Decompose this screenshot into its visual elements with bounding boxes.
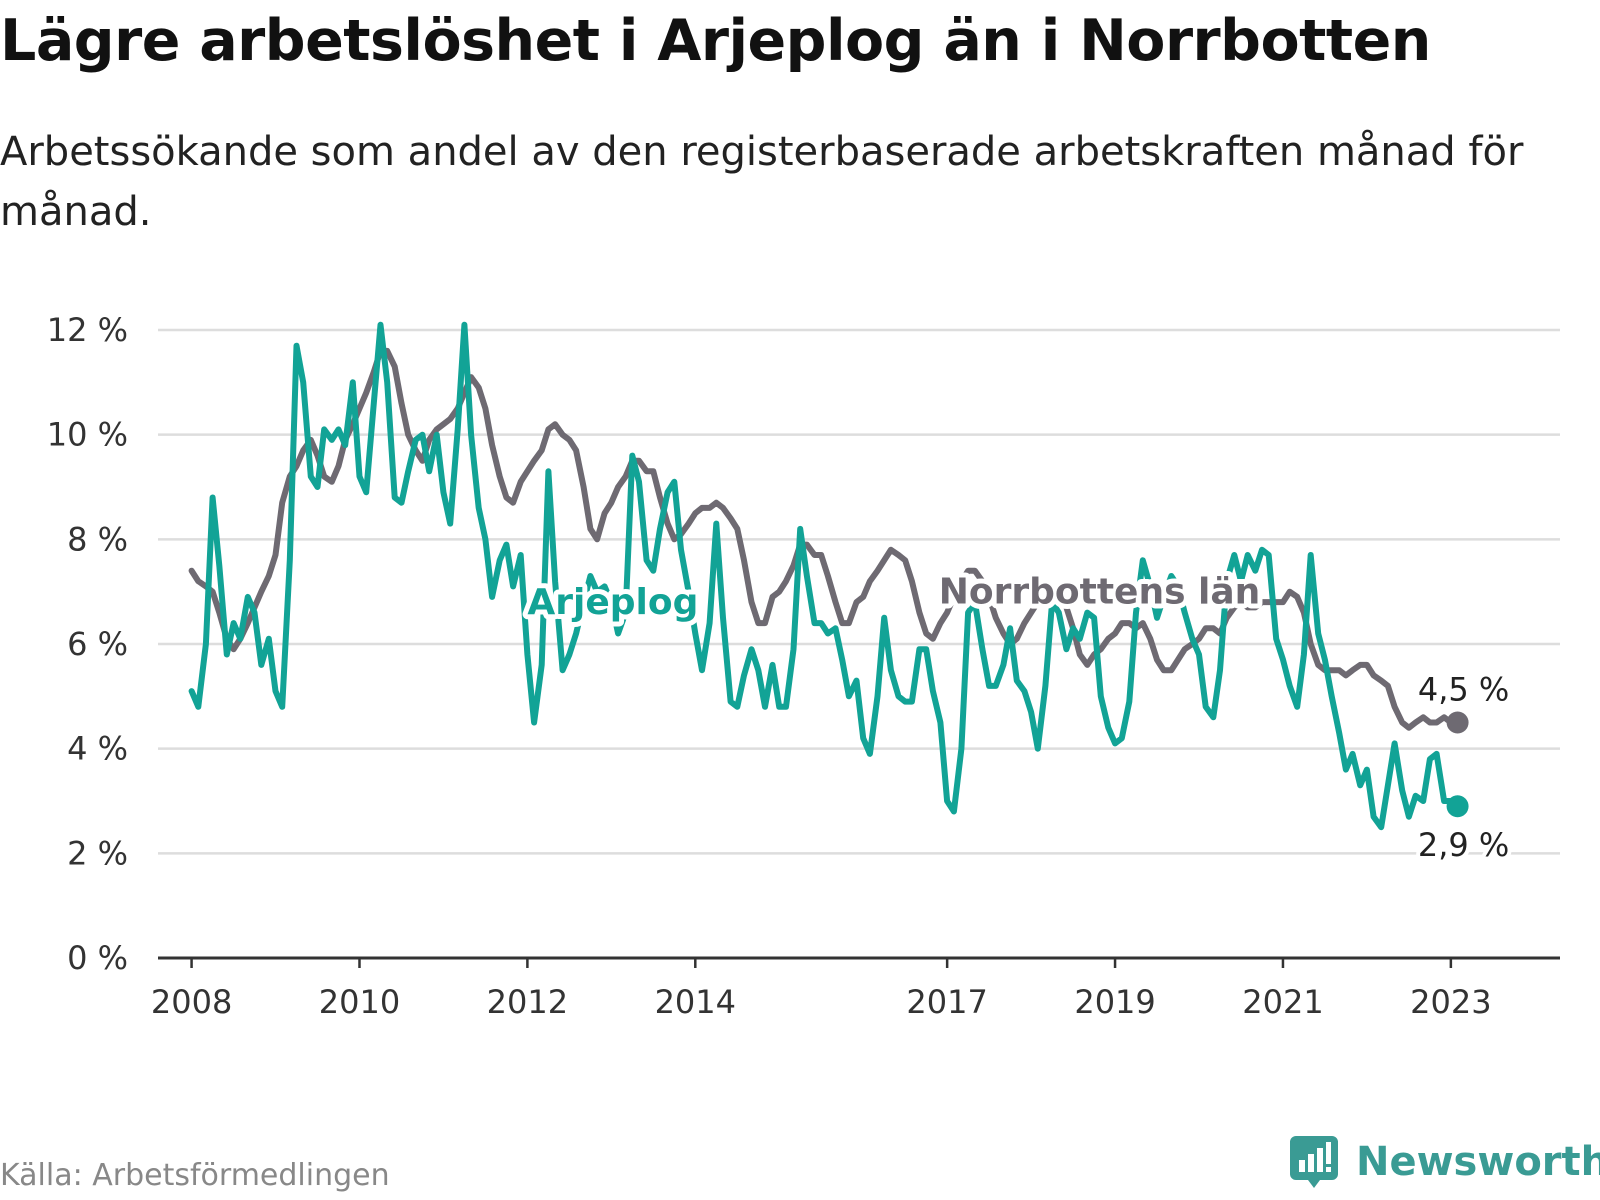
x-tick-label: 2012 — [487, 983, 568, 1021]
line-chart: 0 % 2 % 4 % 6 % 8 % 10 % 12 % 2008 2010 2012 2014 2… — [47, 311, 1560, 1021]
series-label-arjeplog: Arjeplog — [527, 582, 698, 623]
y-tick-label: 4 % — [67, 730, 128, 768]
series-line-norrbottens-l-n — [188, 347, 1461, 731]
end-point-norrbottens-l-n — [1446, 711, 1469, 734]
brand-name: Newsworthy — [1356, 1139, 1600, 1185]
series-labels: Norrbottens län 4,5 % Arjeplog 2,9 % — [522, 567, 1513, 869]
series-line-arjeplog — [188, 321, 1461, 831]
y-tick-label: 0 % — [67, 939, 128, 977]
x-tick-label: 2014 — [655, 983, 736, 1021]
y-tick-label: 2 % — [67, 834, 128, 872]
x-tick-label: 2023 — [1410, 983, 1491, 1021]
axes: 0 % 2 % 4 % 6 % 8 % 10 % 12 % 2008 2010 2012 2014 2… — [47, 311, 1560, 1021]
end-value-label-norrbottens-l-n: 4,5 % — [1418, 671, 1509, 709]
y-tick-label: 8 % — [67, 520, 128, 558]
chart-subtitle: Arbetssökande som andel av den registerb… — [0, 129, 1524, 235]
x-tick-label: 2017 — [906, 983, 987, 1021]
end-point-arjeplog — [1446, 795, 1469, 818]
source-note: Källa: Arbetsförmedlingen — [0, 1158, 390, 1193]
x-tick-label: 2019 — [1074, 983, 1155, 1021]
brand-logo: Newsworthy — [1290, 1136, 1600, 1188]
series-lines — [188, 321, 1469, 831]
end-value-label-arjeplog: 2,9 % — [1418, 826, 1509, 864]
newsworthy-logo-icon — [1290, 1136, 1338, 1188]
x-tick-label: 2021 — [1242, 983, 1323, 1021]
chart-title: Lägre arbetslöshet i Arjeplog än i Norrb… — [0, 8, 1431, 74]
y-tick-label: 6 % — [67, 625, 128, 663]
series-label-norrbottens-l-n: Norrbottens län — [939, 572, 1261, 613]
x-tick-label: 2008 — [151, 983, 232, 1021]
gridlines — [158, 328, 1560, 855]
y-tick-label: 10 % — [47, 416, 128, 454]
x-tick-label: 2010 — [319, 983, 400, 1021]
y-tick-label: 12 % — [47, 311, 128, 349]
